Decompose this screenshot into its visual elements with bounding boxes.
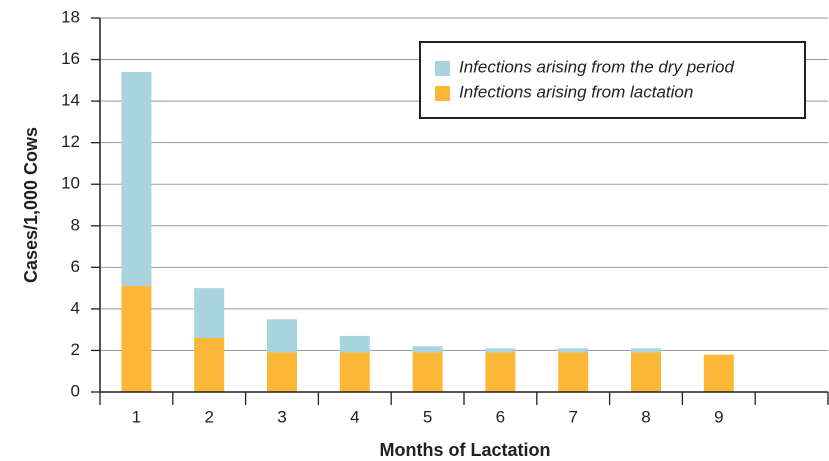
bar-segment xyxy=(339,335,370,353)
bar-segment xyxy=(121,286,152,392)
bar-segment xyxy=(631,352,661,392)
x-tick-label: 6 xyxy=(496,407,505,426)
bar-segment xyxy=(631,348,661,353)
y-tick-label: 18 xyxy=(61,7,80,26)
bar-segment xyxy=(267,352,297,392)
y-axis-title: Cases/1,000 Cows xyxy=(21,127,41,283)
bar-segment xyxy=(558,352,589,392)
y-tick-label: 16 xyxy=(61,49,80,68)
x-axis-title: Months of Lactation xyxy=(380,440,551,460)
legend-label: Infections arising from lactation xyxy=(459,82,693,101)
bar-segment xyxy=(558,348,589,353)
x-tick-label: 8 xyxy=(641,407,650,426)
legend-swatch xyxy=(435,86,450,101)
x-tick-label: 1 xyxy=(132,407,141,426)
legend-swatch xyxy=(435,61,450,76)
x-tick-label: 7 xyxy=(568,407,577,426)
bar-segment xyxy=(412,346,443,353)
y-tick-label: 14 xyxy=(61,91,80,110)
bar-segment xyxy=(339,352,370,392)
y-tick-label: 12 xyxy=(61,132,80,151)
y-tick-label: 0 xyxy=(71,381,80,400)
legend-label: Infections arising from the dry period xyxy=(459,57,735,76)
x-tick-label: 3 xyxy=(277,407,286,426)
y-tick-label: 2 xyxy=(71,340,80,359)
x-tick-label: 2 xyxy=(204,407,213,426)
bar-segment xyxy=(485,352,516,392)
y-tick-label: 8 xyxy=(71,215,80,234)
y-tick-label: 10 xyxy=(61,174,80,193)
x-tick-label: 4 xyxy=(350,407,359,426)
bar-segment xyxy=(194,337,225,392)
x-tick-label: 5 xyxy=(423,407,432,426)
bar-segment xyxy=(485,348,516,353)
bar-segment xyxy=(703,354,734,392)
x-tick-label: 9 xyxy=(714,407,723,426)
y-tick-label: 4 xyxy=(71,298,80,317)
bar-segment xyxy=(412,352,443,392)
bar-segment xyxy=(121,72,152,287)
bar-segment xyxy=(194,288,225,338)
y-tick-label: 6 xyxy=(71,257,80,276)
bar-segment xyxy=(267,319,297,353)
legend-box xyxy=(419,41,806,119)
